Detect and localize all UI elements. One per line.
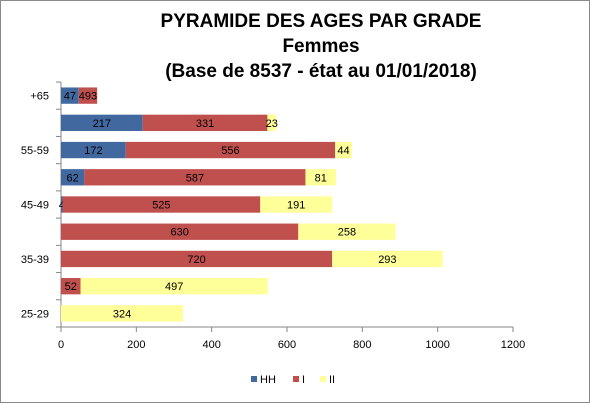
data-label: 47 [64,91,76,103]
bar-ii-5 [298,223,396,240]
legend-label: HH [260,374,276,386]
y-category-label: 35-39 [21,254,49,266]
data-label: 324 [113,308,131,320]
x-tick-label: 200 [127,339,145,351]
bar-ii-2 [335,141,352,159]
data-label: 23 [266,118,278,130]
bar-i-1 [142,114,268,131]
y-category-label: 45-49 [21,200,49,212]
data-label: 258 [338,227,356,239]
data-label: 62 [67,172,79,184]
bar-hh-1 [61,114,143,131]
legend-swatch-hh [251,376,257,382]
x-tick-label: 600 [278,339,296,351]
bar-i-7 [61,278,81,295]
data-label: 630 [170,227,188,239]
bar-ii-7 [80,278,268,295]
data-label: 525 [152,200,170,212]
data-label: 493 [79,91,97,103]
bar-i-0 [78,87,98,104]
data-label: 720 [187,254,205,266]
data-label: 331 [196,118,214,130]
chart-base-note: (Base de 8537 - état au 01/01/2018) [165,61,477,82]
y-category-label: 55-59 [21,145,49,157]
data-label: 556 [221,145,239,157]
bar-i-2 [125,141,336,159]
data-label: 52 [65,281,77,293]
data-label: 44 [337,145,349,157]
x-tick-label: 400 [202,339,220,351]
x-tick-label: 1000 [425,339,449,351]
data-label: 217 [93,118,111,130]
bar-hh-2 [61,141,126,159]
data-label: 4 [59,200,65,212]
bar-i-3 [84,169,306,186]
x-tick-label: 800 [353,339,371,351]
x-tick-label: 1200 [501,339,525,351]
legend-swatch-i [293,376,299,382]
bar-i-4 [62,196,261,213]
bar-hh-3 [61,169,85,186]
bar-ii-1 [267,114,277,131]
bar-hh-4 [61,196,63,213]
bar-ii-4 [260,196,333,213]
data-label: 191 [287,200,305,212]
bar-ii-6 [332,250,443,268]
data-label: 172 [84,145,102,157]
legend-label: I [302,374,305,386]
y-category-label: +65 [30,91,49,103]
bar-i-6 [61,250,333,268]
data-label: 587 [186,172,204,184]
bar-ii-8 [61,305,184,322]
y-category-label: 25-29 [21,308,49,320]
chart-title: PYRAMIDE DES AGES PAR GRADE [160,11,482,32]
chart-subtitle: Femmes [282,36,360,57]
data-label: 497 [165,281,183,293]
legend-swatch-ii [320,376,326,382]
bar-i-5 [61,223,299,240]
bar-ii-3 [305,169,336,186]
data-label: 81 [315,172,327,184]
legend-label: II [329,374,335,386]
data-label: 293 [378,254,396,266]
bar-hh-0 [61,87,79,104]
x-tick-label: 0 [58,339,64,351]
